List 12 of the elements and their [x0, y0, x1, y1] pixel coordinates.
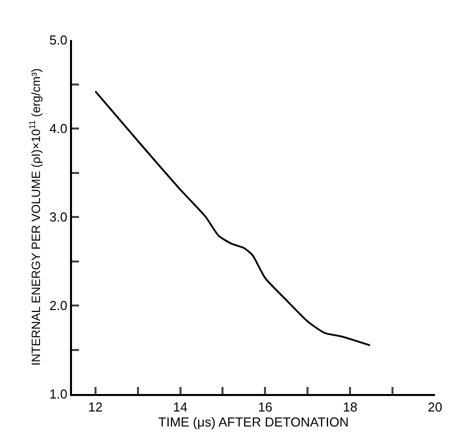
line-series [94, 90, 371, 346]
y-tick-label: 4.0 [49, 121, 68, 136]
y-tick-label: 5.0 [49, 32, 68, 48]
x-tick-label: 14 [173, 400, 188, 415]
x-tick-label: 18 [342, 400, 358, 415]
x-tick-label: 16 [258, 400, 272, 415]
x-tick-label: 12 [88, 400, 103, 415]
x-tick-label: 20 [428, 400, 442, 415]
y-tick-label: 3.0 [49, 210, 68, 225]
y-tick-label: 2.0 [49, 298, 68, 314]
y-tick-label: 1.0 [49, 386, 68, 402]
x-axis-title: TIME (μs) AFTER DETONATION [158, 414, 349, 430]
